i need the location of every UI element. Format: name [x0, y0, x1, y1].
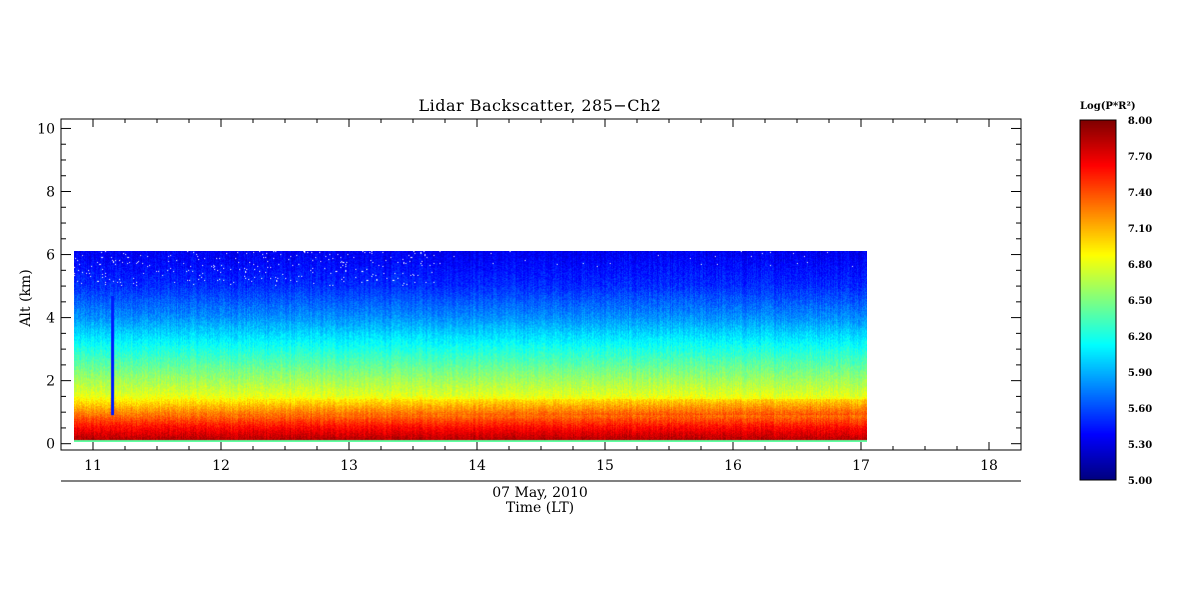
- colorbar-label: Log(P*R²): [1080, 101, 1136, 112]
- x-tick-label: 13: [340, 458, 358, 474]
- x-tick-label: 17: [852, 458, 870, 474]
- x-axis-label: Time (LT): [505, 500, 575, 516]
- y-tick-label: 2: [46, 374, 55, 390]
- chart-title: Lidar Backscatter, 285−Ch2: [418, 96, 662, 115]
- x-tick-label: 14: [468, 458, 486, 474]
- y-tick-label: 0: [46, 437, 55, 453]
- colorbar-tick-label: 7.70: [1128, 152, 1152, 163]
- x-tick-label: 16: [724, 458, 742, 474]
- colorbar-tick-label: 6.20: [1128, 332, 1152, 343]
- x-tick-label: 15: [596, 458, 614, 474]
- colorbar-tick-label: 7.10: [1128, 224, 1152, 235]
- x-tick-label: 18: [980, 458, 998, 474]
- y-tick-label: 6: [46, 248, 55, 264]
- colorbar-tick-label: 5.60: [1128, 404, 1152, 415]
- x-axis-date-label: 07 May, 2010: [492, 485, 588, 501]
- colorbar-tick-label: 7.40: [1128, 188, 1152, 199]
- backscatter-heatmap: [73, 251, 868, 443]
- colorbar-border: [1079, 119, 1117, 481]
- colorbar-tick-label: 8.00: [1128, 116, 1152, 127]
- colorbar-tick-label: 6.50: [1128, 296, 1152, 307]
- y-tick-label: 8: [46, 185, 55, 201]
- y-tick-label: 10: [37, 121, 55, 137]
- colorbar-tick-label: 6.80: [1128, 260, 1152, 271]
- colorbar-tick-label: 5.90: [1128, 368, 1152, 379]
- colorbar-tick-label: 5.30: [1128, 440, 1152, 451]
- colorbar-tick-label: 5.00: [1128, 476, 1152, 487]
- x-tick-label: 12: [212, 458, 230, 474]
- x-tick-label: 11: [84, 458, 102, 474]
- colorbar-gradient: [1080, 120, 1116, 480]
- y-tick-label: 4: [46, 311, 55, 327]
